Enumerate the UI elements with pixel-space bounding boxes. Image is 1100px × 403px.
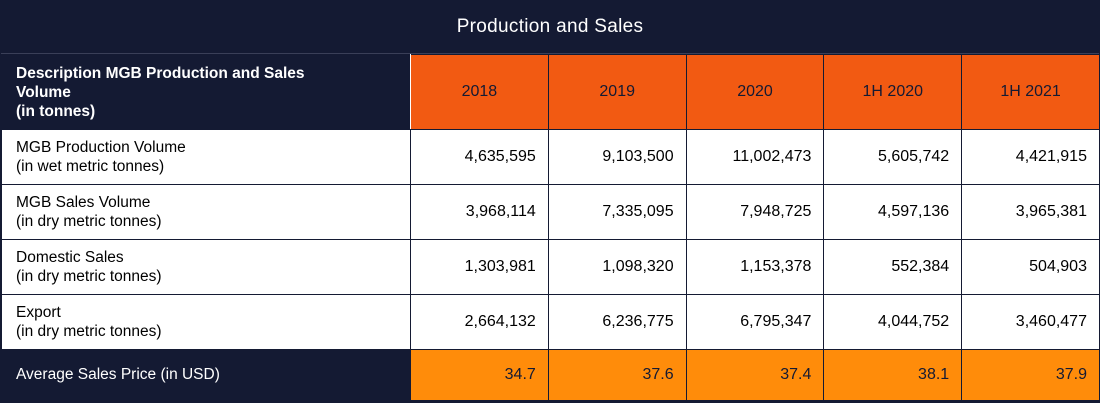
table-cell: 9,103,500 — [547, 129, 687, 185]
table-cell: 6,795,347 — [685, 294, 825, 350]
footer-value-cell: 34.7 — [410, 349, 549, 401]
table-row-domestic-sales: Domestic Sales (in dry metric tonnes) 1,… — [1, 239, 1100, 295]
table-row-sales-volume: MGB Sales Volume (in dry metric tonnes) … — [1, 184, 1100, 240]
row-label-line: MGB Sales Volume — [16, 194, 151, 211]
production-sales-table: Description MGB Production and Sales Vol… — [1, 54, 1100, 401]
table-cell: 4,421,915 — [961, 129, 1100, 185]
table-cell: 7,335,095 — [547, 184, 687, 240]
header-description-line: Volume — [16, 83, 71, 101]
table-row-average-sales-price: Average Sales Price (in USD) 34.7 37.6 3… — [1, 349, 1100, 401]
table-cell: 504,903 — [961, 239, 1100, 295]
table-cell: 1,098,320 — [547, 239, 687, 295]
row-label-line: Export — [16, 304, 61, 321]
table-cell: 4,635,595 — [410, 129, 549, 185]
row-label-cell: MGB Production Volume (in wet metric ton… — [1, 129, 411, 185]
row-label-line: Domestic Sales — [16, 249, 124, 266]
table-row-production-volume: MGB Production Volume (in wet metric ton… — [1, 129, 1100, 185]
table-cell: 552,384 — [823, 239, 963, 295]
row-label-cell: MGB Sales Volume (in dry metric tonnes) — [1, 184, 411, 240]
footer-value-cell: 37.9 — [961, 349, 1100, 401]
footer-value-cell: 37.4 — [685, 349, 825, 401]
row-label-cell: Export (in dry metric tonnes) — [1, 294, 411, 350]
table-cell: 4,597,136 — [823, 184, 963, 240]
table-cell: 11,002,473 — [685, 129, 825, 185]
header-description-cell: Description MGB Production and Sales Vol… — [1, 54, 411, 130]
table-cell: 5,605,742 — [823, 129, 963, 185]
header-year-1h-2020: 1H 2020 — [823, 54, 963, 130]
row-label-line: (in wet metric tonnes) — [16, 158, 165, 175]
header-year-1h-2021: 1H 2021 — [961, 54, 1100, 130]
header-year-2020: 2020 — [685, 54, 825, 130]
table-cell: 3,968,114 — [410, 184, 549, 240]
table-cell: 7,948,725 — [685, 184, 825, 240]
footer-label-cell: Average Sales Price (in USD) — [1, 349, 411, 401]
header-description-line: (in tonnes) — [16, 102, 96, 120]
table-row-export: Export (in dry metric tonnes) 2,664,132 … — [1, 294, 1100, 350]
header-year-2019: 2019 — [547, 54, 687, 130]
header-row: Description MGB Production and Sales Vol… — [1, 54, 1100, 130]
table-cell: 3,965,381 — [961, 184, 1100, 240]
table-cell: 1,303,981 — [410, 239, 549, 295]
table-cell: 3,460,477 — [961, 294, 1100, 350]
row-label-line: MGB Production Volume — [16, 139, 186, 156]
table-cell: 1,153,378 — [685, 239, 825, 295]
table-cell: 6,236,775 — [547, 294, 687, 350]
header-description-line: Description MGB Production and Sales — [16, 64, 305, 82]
header-year-2018: 2018 — [410, 54, 549, 130]
table-cell: 4,044,752 — [823, 294, 963, 350]
table-title: Production and Sales — [1, 1, 1099, 54]
footer-value-cell: 37.6 — [547, 349, 687, 401]
row-label-line: (in dry metric tonnes) — [16, 213, 162, 230]
table-cell: 2,664,132 — [410, 294, 549, 350]
row-label-cell: Domestic Sales (in dry metric tonnes) — [1, 239, 411, 295]
row-label-line: (in dry metric tonnes) — [16, 268, 162, 285]
row-label-line: (in dry metric tonnes) — [16, 323, 162, 340]
footer-value-cell: 38.1 — [823, 349, 963, 401]
